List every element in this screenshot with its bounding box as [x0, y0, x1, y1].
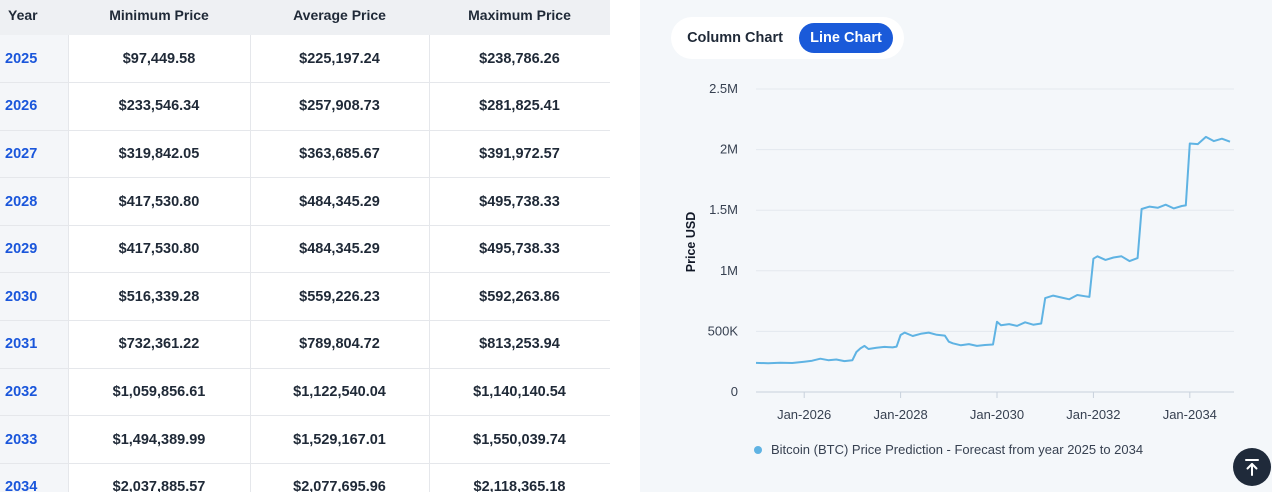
y-tick-label: 500K — [708, 323, 739, 338]
y-axis-ticks: 0 500K 1M 1.5M 2M 2.5M — [708, 81, 739, 399]
chart-panel: Column Chart Line Chart 0 500K 1M 1.5M 2M 2.5… — [640, 0, 1272, 492]
x-tick-label: Jan-2034 — [1163, 407, 1217, 422]
y-tick-label: 1.5M — [709, 202, 738, 217]
chart-series — [755, 135, 1231, 365]
table-row: 2031 $732,361.22 $789,804.72 $813,253.94 — [0, 320, 610, 369]
x-axis-ticks: Jan-2026 Jan-2028 Jan-2030 Jan-2032 Jan-2034 — [777, 392, 1217, 422]
legend-marker — [754, 446, 762, 454]
min-price-cell: $417,530.80 — [67, 177, 250, 226]
year-cell[interactable]: 2027 — [0, 130, 68, 179]
y-tick-label: 2.5M — [709, 81, 738, 96]
table-row: 2030 $516,339.28 $559,226.23 $592,263.86 — [0, 272, 610, 322]
year-cell[interactable]: 2032 — [0, 368, 68, 417]
chart-type-toggle: Column Chart Line Chart — [671, 17, 904, 59]
min-price-cell: $2,037,885.57 — [67, 463, 250, 492]
max-price-cell: $281,825.41 — [428, 82, 610, 131]
year-cell[interactable]: 2026 — [0, 82, 68, 131]
table-header: Year Minimum Price Average Price Maximum… — [0, 0, 610, 35]
min-price-cell: $1,494,389.99 — [67, 415, 250, 464]
avg-price-cell: $789,804.72 — [249, 320, 429, 369]
table-row: 2025 $97,449.58 $225,197.24 $238,786.26 — [0, 35, 610, 84]
table-row: 2033 $1,494,389.99 $1,529,167.01 $1,550,039… — [0, 415, 610, 464]
max-price-cell: $592,263.86 — [428, 272, 610, 322]
chart-gridlines — [756, 88, 1234, 393]
y-tick-label: 2M — [720, 142, 738, 157]
avg-price-cell: $363,685.67 — [249, 130, 429, 179]
max-price-cell: $1,140,140.54 — [428, 368, 610, 417]
max-price-cell: $2,118,365.18 — [428, 463, 610, 492]
table-row: 2027 $319,842.05 $363,685.67 $391,972.57 — [0, 130, 610, 179]
min-price-cell: $97,449.58 — [67, 35, 250, 84]
avg-price-cell: $484,345.29 — [249, 177, 429, 226]
table-row: 2032 $1,059,856.61 $1,122,540.04 $1,140,140… — [0, 368, 610, 417]
column-chart-tab[interactable]: Column Chart — [687, 30, 783, 46]
min-price-cell: $516,339.28 — [67, 272, 250, 322]
y-tick-label: 1M — [720, 263, 738, 278]
min-price-cell: $319,842.05 — [67, 130, 250, 179]
header-maximum-price: Maximum Price — [429, 0, 610, 35]
x-tick-label: Jan-2032 — [1066, 407, 1120, 422]
line-chart-tab[interactable]: Line Chart — [799, 23, 893, 53]
max-price-cell: $495,738.33 — [428, 177, 610, 226]
legend-label[interactable]: Bitcoin (BTC) Price Prediction - Forecas… — [771, 442, 1143, 457]
avg-price-cell: $484,345.29 — [249, 225, 429, 274]
year-cell[interactable]: 2029 — [0, 225, 68, 274]
header-minimum-price: Minimum Price — [68, 0, 250, 35]
x-tick-label: Jan-2030 — [970, 407, 1024, 422]
min-price-cell: $233,546.34 — [67, 82, 250, 131]
y-axis-title: Price USD — [684, 212, 698, 272]
avg-price-cell: $1,529,167.01 — [249, 415, 429, 464]
table-body: 2025 $97,449.58 $225,197.24 $238,786.26 202… — [0, 35, 610, 492]
scroll-to-top-button[interactable] — [1233, 448, 1271, 486]
header-year: Year — [0, 0, 68, 35]
max-price-cell: $495,738.33 — [428, 225, 610, 274]
x-tick-label: Jan-2026 — [777, 407, 831, 422]
price-prediction-table: Year Minimum Price Average Price Maximum… — [0, 0, 610, 492]
avg-price-cell: $559,226.23 — [249, 272, 429, 322]
year-cell[interactable]: 2031 — [0, 320, 68, 369]
min-price-cell: $1,059,856.61 — [67, 368, 250, 417]
x-tick-label: Jan-2028 — [873, 407, 927, 422]
year-cell[interactable]: 2025 — [0, 35, 68, 84]
avg-price-cell: $225,197.24 — [249, 35, 429, 84]
avg-price-cell: $257,908.73 — [249, 82, 429, 131]
max-price-cell: $813,253.94 — [428, 320, 610, 369]
max-price-cell: $238,786.26 — [428, 35, 610, 84]
year-cell[interactable]: 2033 — [0, 415, 68, 464]
avg-price-cell: $1,122,540.04 — [249, 368, 429, 417]
table-row: 2026 $233,546.34 $257,908.73 $281,825.41 — [0, 82, 610, 131]
header-average-price: Average Price — [250, 0, 429, 35]
max-price-cell: $1,550,039.74 — [428, 415, 610, 464]
max-price-cell: $391,972.57 — [428, 130, 610, 179]
table-row: 2028 $417,530.80 $484,345.29 $495,738.33 — [0, 177, 610, 226]
year-cell[interactable]: 2030 — [0, 272, 68, 322]
table-header-row: Year Minimum Price Average Price Maximum… — [0, 0, 610, 35]
table-row: 2034 $2,037,885.57 $2,077,695.96 $2,118,365… — [0, 463, 610, 492]
arrow-up-to-line-icon — [1245, 459, 1259, 476]
year-cell[interactable]: 2034 — [0, 463, 68, 492]
year-cell[interactable]: 2028 — [0, 177, 68, 226]
min-price-cell: $417,530.80 — [67, 225, 250, 274]
avg-price-cell: $2,077,695.96 — [249, 463, 429, 492]
y-tick-label: 0 — [731, 384, 738, 399]
series-line[interactable] — [755, 135, 1231, 365]
min-price-cell: $732,361.22 — [67, 320, 250, 369]
price-prediction-table-container: Year Minimum Price Average Price Maximum… — [0, 0, 610, 492]
table-row: 2029 $417,530.80 $484,345.29 $495,738.33 — [0, 225, 610, 274]
